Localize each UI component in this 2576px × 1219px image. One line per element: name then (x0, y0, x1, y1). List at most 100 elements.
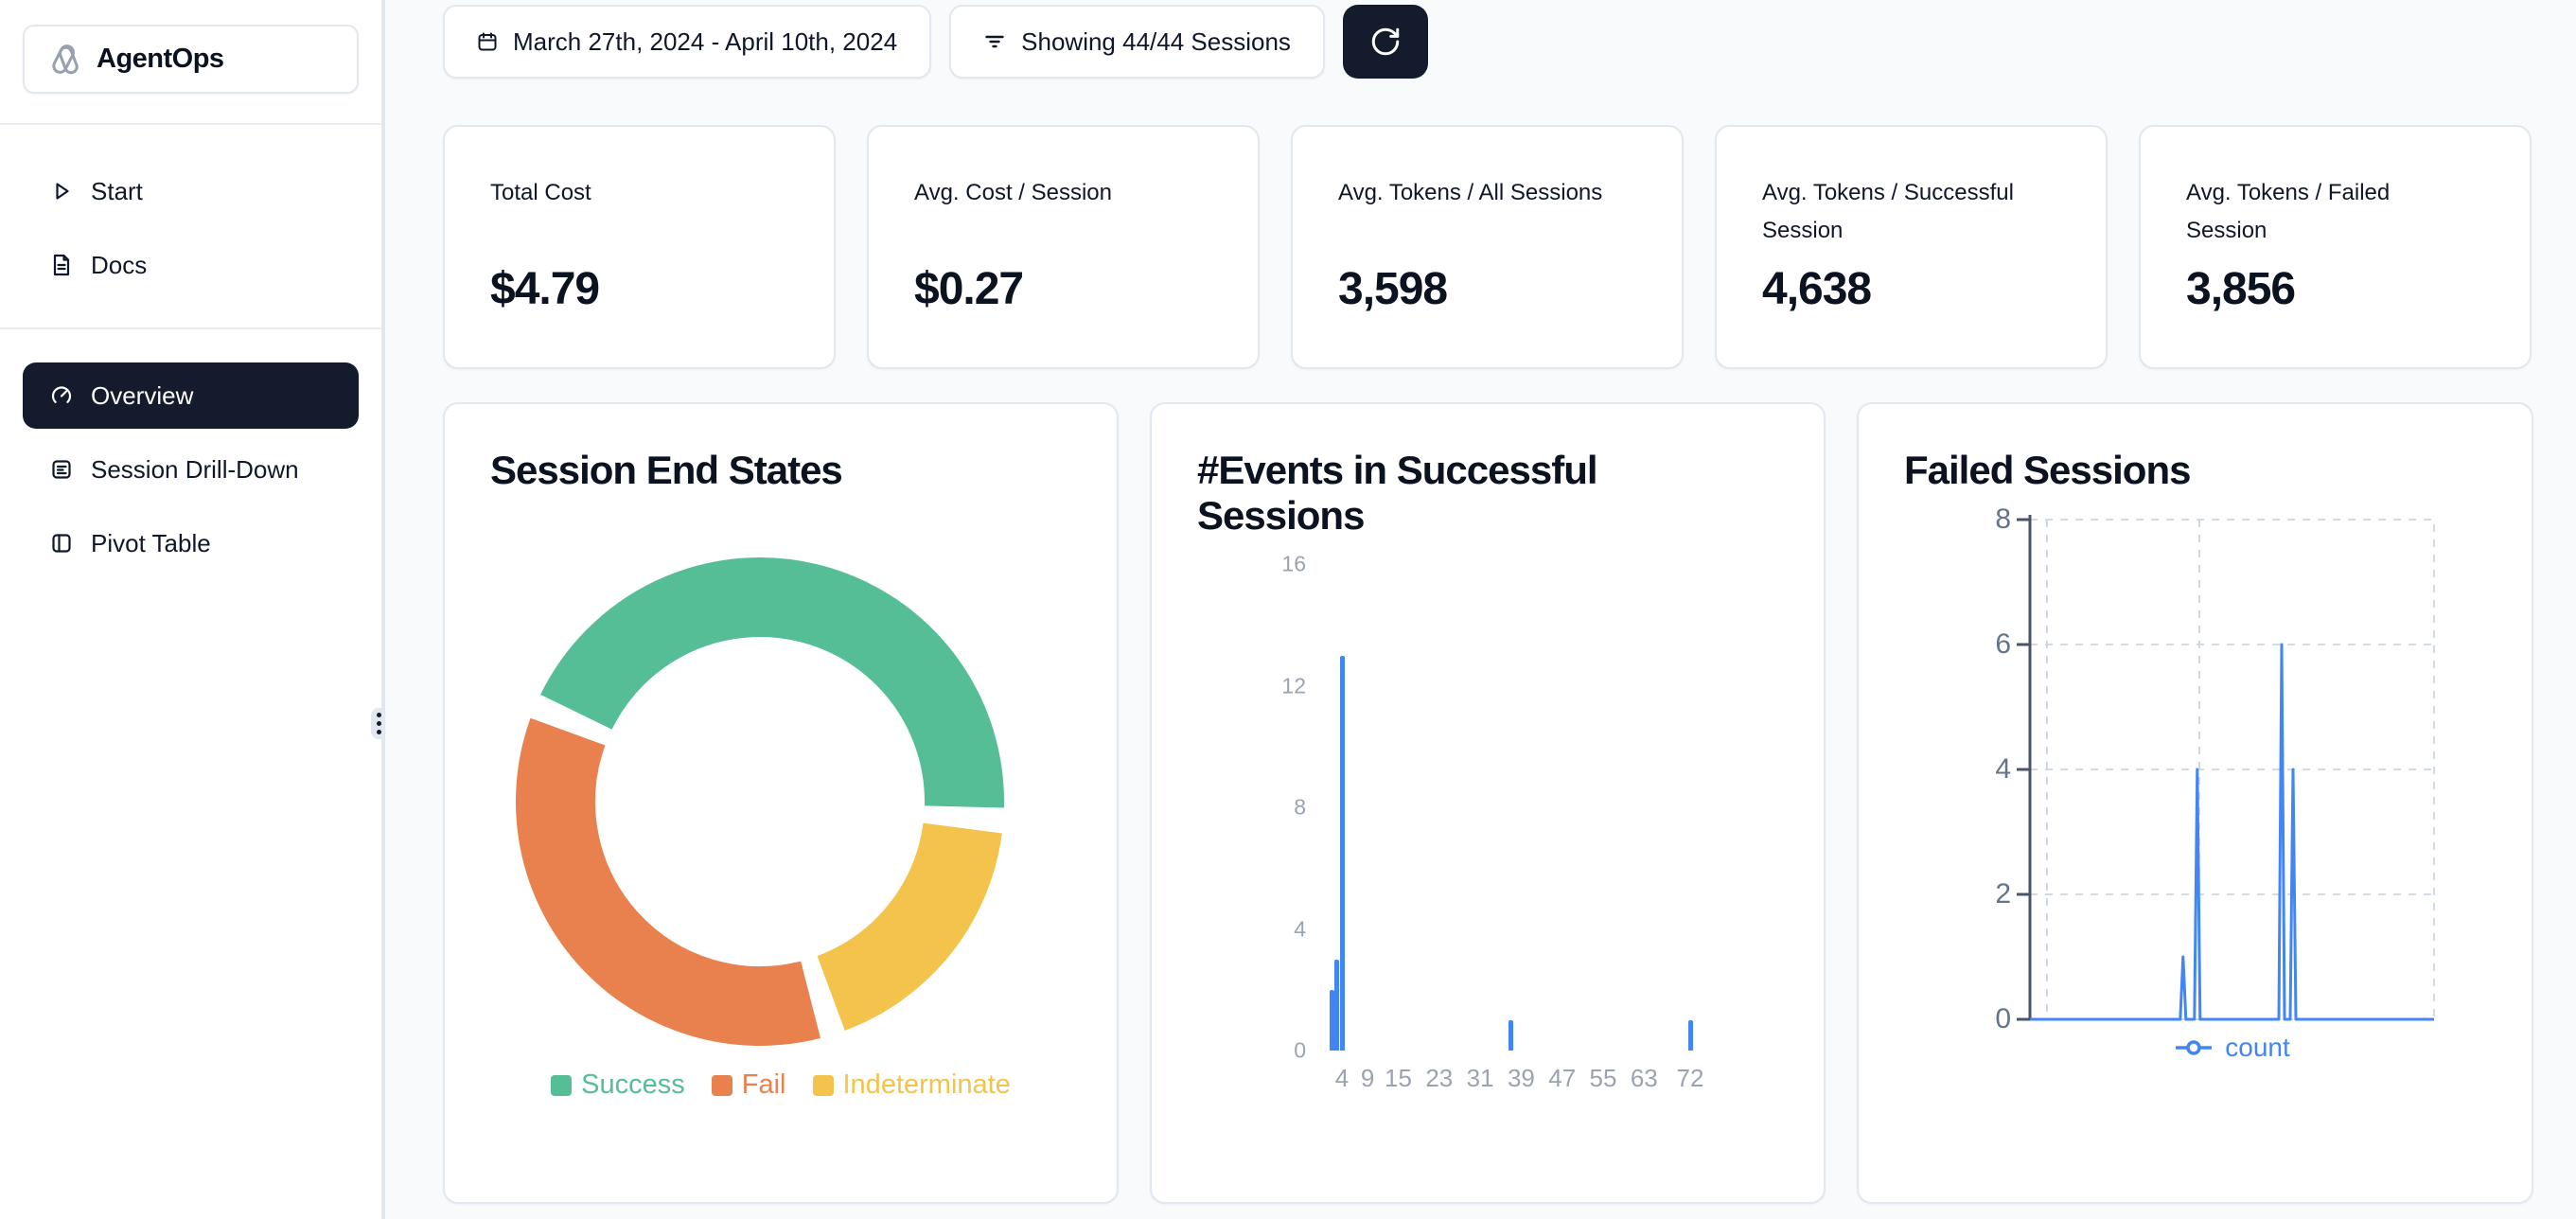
stat-value: 4,638 (1762, 264, 1872, 314)
stat-card-avg-tokens-failed: Avg. Tokens / Failed Session 3,856 (2139, 125, 2532, 369)
legend-label: Fail (741, 1069, 786, 1100)
sidebar-divider (0, 123, 381, 125)
charts-row: Session End States Success Fail Indetermin… (443, 402, 2538, 1204)
stat-label: Avg. Tokens / Failed Session (2186, 180, 2391, 243)
chart-title: Session End States (490, 448, 843, 492)
refresh-button[interactable] (1342, 5, 1428, 79)
sidebar-nav-main: Overview Session Drill-Down (23, 362, 359, 576)
stat-value: $0.27 (914, 264, 1024, 314)
donut-segment-indeterminate[interactable] (816, 822, 1002, 1031)
x-axis-tick-label: 39 (1507, 1064, 1535, 1092)
agentops-logo-icon (52, 44, 79, 74)
legend-label: Success (581, 1069, 685, 1100)
donut-legend: Success Fail Indeterminate (445, 1069, 1117, 1101)
list-box-icon (52, 460, 71, 479)
y-axis-tick-label: 6 (1995, 628, 2011, 660)
donut-segment-fail[interactable] (516, 717, 820, 1046)
legend-swatch (551, 1074, 573, 1096)
y-axis-tick-label: 2 (1995, 878, 2011, 910)
x-axis-tick-label: 55 (1589, 1064, 1617, 1092)
session-end-states-chart[interactable]: Success Fail Indeterminate (445, 404, 1117, 1202)
refresh-icon (1371, 27, 1400, 56)
donut-segment-success[interactable] (540, 557, 1004, 808)
sessions-filter-label: Showing 44/44 Sessions (1021, 26, 1291, 56)
brand-logo[interactable]: AgentOps (23, 25, 359, 94)
histogram-bar[interactable] (1329, 989, 1334, 1051)
histogram-bar[interactable] (1334, 959, 1340, 1051)
legend-item-success[interactable]: Success (551, 1069, 685, 1101)
play-icon (56, 183, 69, 200)
x-axis-tick-label: 72 (1676, 1064, 1704, 1092)
stat-label: Avg. Tokens / Successful Session (1762, 180, 2014, 243)
main-content: March 27th, 2024 - April 10th, 2024 Show… (385, 0, 2576, 1219)
stat-card-total-cost: Total Cost $4.79 (443, 125, 836, 369)
donut-svg[interactable] (495, 537, 1025, 1067)
sidebar-item-overview[interactable]: Overview (23, 362, 359, 429)
x-axis-tick-label: 15 (1385, 1064, 1412, 1092)
sidebar-item-label: Overview (91, 380, 194, 410)
legend-swatch (812, 1074, 834, 1096)
x-axis-tick-label: 23 (1425, 1064, 1454, 1092)
stat-value: 3,856 (2186, 264, 2296, 314)
y-axis-tick-label: 4 (1294, 916, 1306, 942)
legend-item-fail[interactable]: Fail (711, 1069, 786, 1101)
stat-label: Avg. Tokens / All Sessions (1338, 180, 1603, 205)
sessions-filter-button[interactable]: Showing 44/44 Sessions (949, 5, 1325, 79)
failed-sessions-chart[interactable]: 0 2 4 6 8 count (1859, 404, 2532, 1202)
failed-sessions-card: Failed Sessions 0 2 4 6 8 count (1857, 402, 2533, 1204)
sidebar-item-label: Session Drill-Down (91, 454, 299, 484)
x-axis-tick-label: 47 (1548, 1064, 1577, 1092)
y-axis-tick-label: 16 (1281, 551, 1306, 576)
stat-value: $4.79 (490, 264, 600, 314)
y-axis-tick-label: 0 (1294, 1037, 1306, 1063)
sidebar-item-label: Docs (91, 250, 148, 279)
histogram-bar[interactable] (1339, 655, 1345, 1051)
x-axis-tick-label: 31 (1466, 1064, 1494, 1092)
sidebar-nav-top: Start Docs (23, 158, 359, 298)
y-axis-tick-label: 8 (1294, 794, 1306, 820)
stat-label: Avg. Cost / Session (914, 180, 1112, 205)
stat-card-avg-tokens-all: Avg. Tokens / All Sessions 3,598 (1291, 125, 1684, 369)
sidebar-item-label: Start (91, 176, 143, 205)
stat-value: 3,598 (1338, 264, 1448, 314)
sidebar: AgentOps Start Docs (0, 0, 381, 1219)
legend-item-indeterminate[interactable]: Indeterminate (812, 1069, 1011, 1101)
sidebar-item-pivot-table[interactable]: Pivot Table (23, 510, 359, 576)
filter-lines-icon (985, 35, 1004, 48)
events-histogram-chart[interactable]: 0 4 8 12 16 4 9 15 23 31 39 47 55 63 72 (1152, 404, 1824, 1202)
x-axis-tick-label: 9 (1360, 1064, 1375, 1092)
count-series-line[interactable] (2030, 643, 2434, 1021)
date-range-label: March 27th, 2024 - April 10th, 2024 (513, 26, 898, 56)
docs-icon (53, 254, 70, 276)
y-axis-tick-label: 0 (1995, 1003, 2011, 1034)
legend-label: Indeterminate (842, 1069, 1011, 1100)
stat-label: Total Cost (490, 180, 591, 205)
session-end-states-card: Session End States Success Fail Indetermin… (443, 402, 1119, 1204)
y-axis-tick-label: 4 (1995, 753, 2011, 785)
stats-row: Total Cost $4.79 Avg. Cost / Session $0.… (443, 125, 2538, 369)
y-axis-tick-label: 12 (1281, 673, 1306, 698)
failed-sessions-svg[interactable] (1859, 404, 2533, 1204)
legend-item-count[interactable]: count (2030, 1033, 2434, 1063)
chart-title: #Events in Successful Sessions (1197, 448, 1598, 538)
date-range-button[interactable]: March 27th, 2024 - April 10th, 2024 (443, 5, 932, 79)
stat-card-avg-tokens-successful: Avg. Tokens / Successful Session 4,638 (1715, 125, 2108, 369)
histogram-bar[interactable] (1509, 1019, 1514, 1051)
chart-title: Failed Sessions (1904, 448, 2191, 492)
legend-swatch (711, 1074, 732, 1096)
x-axis-tick-label: 4 (1334, 1064, 1350, 1092)
sidebar-item-start[interactable]: Start (23, 158, 359, 224)
calendar-icon (478, 32, 497, 51)
sidebar-item-label: Pivot Table (91, 528, 211, 557)
stat-card-avg-cost-session: Avg. Cost / Session $0.27 (867, 125, 1260, 369)
count-legend-marker-icon (2176, 1040, 2213, 1055)
gauge-icon (51, 386, 72, 403)
y-axis-tick-label: 8 (1995, 504, 2011, 535)
sidebar-item-session-drill-down[interactable]: Session Drill-Down (23, 436, 359, 503)
events-histogram-card: #Events in Successful Sessions 0 4 8 12 16 4 9… (1150, 402, 1826, 1204)
histogram-bar[interactable] (1687, 1019, 1693, 1051)
sidebar-item-docs[interactable]: Docs (23, 232, 359, 298)
toolbar: March 27th, 2024 - April 10th, 2024 Show… (443, 5, 2538, 79)
brand-name: AgentOps (97, 44, 224, 74)
